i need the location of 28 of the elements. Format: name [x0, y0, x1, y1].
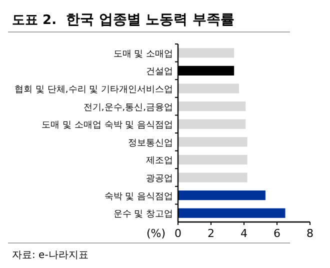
bar [178, 101, 246, 112]
chart-title: 한국 업종별 노동력 부족률 [66, 12, 235, 28]
bar [178, 119, 246, 129]
text: 자료: e-나라지표 [12, 250, 88, 261]
text: 도표 2. [12, 13, 57, 28]
y-tick-label: 전기,운수,통신,금융업 [83, 102, 173, 113]
bar [178, 84, 240, 94]
y-tick-label: 광공업 [146, 174, 173, 184]
bar [178, 154, 248, 165]
y-tick-label: 정보통신업 [128, 138, 173, 148]
y-tick-label: 도매 및 소매업 숙박 및 음식점업 [42, 120, 173, 131]
y-tick-label: 협회 및 단체,수리 및 기타개인서비스업 [14, 85, 173, 95]
y-tick-label: 제조업 [146, 156, 173, 166]
x-tick-label: 6 [274, 227, 280, 240]
bar [178, 190, 266, 200]
y-tick-label: 도매 및 소매업 [113, 49, 173, 60]
y-tick-label: 숙박 및 음식점업 [104, 192, 173, 202]
y-tick-label: 건설업 [146, 67, 173, 78]
bar [178, 48, 234, 58]
x-axis-title: (%) [146, 227, 166, 240]
bar [178, 137, 248, 147]
x-tick-label: 4 [240, 227, 248, 240]
bar [178, 172, 248, 182]
x-tick-label: 2 [208, 227, 214, 240]
y-tick-label: 운수 및 창고업 [113, 210, 173, 220]
bar [178, 208, 286, 218]
x-tick-label: 8 [306, 227, 314, 240]
x-tick-label: 0 [174, 227, 182, 240]
